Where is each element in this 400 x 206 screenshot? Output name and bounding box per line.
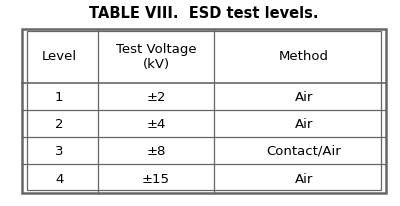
Text: Level: Level: [42, 50, 77, 63]
Text: Test Voltage
(kV): Test Voltage (kV): [116, 43, 196, 71]
Text: ±8: ±8: [146, 144, 166, 157]
Text: TABLE VIII.  ESD test levels.: TABLE VIII. ESD test levels.: [89, 6, 319, 21]
Text: 1: 1: [55, 90, 64, 103]
Text: Contact/Air: Contact/Air: [267, 144, 341, 157]
Text: ±2: ±2: [146, 90, 166, 103]
Text: 2: 2: [55, 117, 64, 130]
Text: ±4: ±4: [146, 117, 166, 130]
Text: Air: Air: [295, 117, 313, 130]
Text: 4: 4: [55, 172, 63, 185]
Text: 3: 3: [55, 144, 64, 157]
Text: Method: Method: [279, 50, 329, 63]
Bar: [27, 32, 381, 190]
Text: Air: Air: [295, 90, 313, 103]
Text: ±15: ±15: [142, 172, 170, 185]
Text: Air: Air: [295, 172, 313, 185]
Bar: [22, 30, 386, 193]
